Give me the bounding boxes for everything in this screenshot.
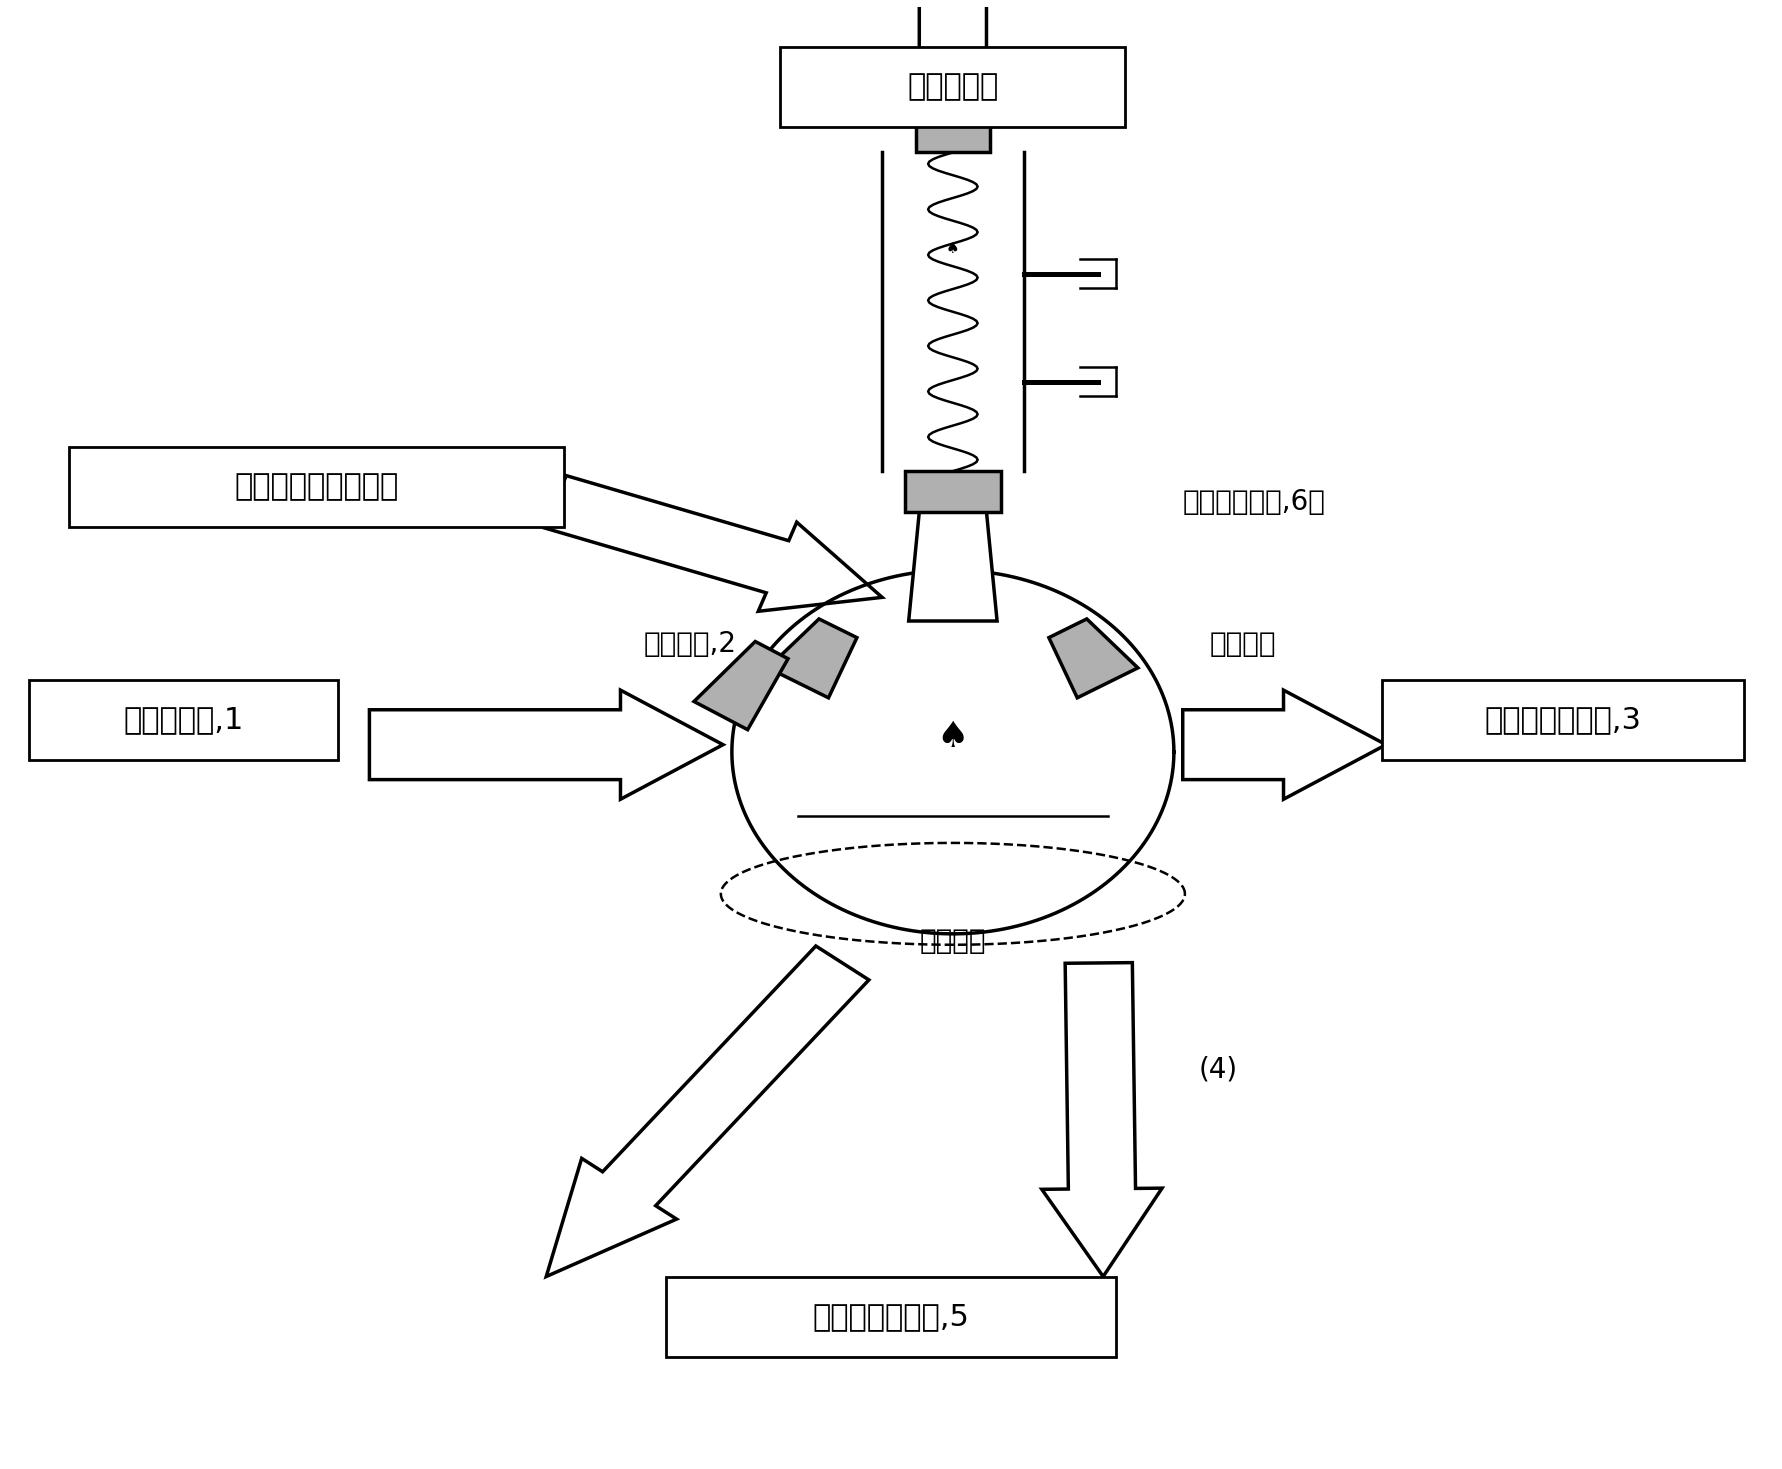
FancyBboxPatch shape	[916, 116, 991, 153]
Text: 计算机数据处理,5: 计算机数据处理,5	[813, 1302, 969, 1331]
Polygon shape	[1042, 962, 1162, 1277]
Text: 温度和压力测试接口: 温度和压力测试接口	[233, 473, 399, 501]
FancyBboxPatch shape	[905, 472, 1001, 511]
FancyBboxPatch shape	[69, 447, 563, 527]
Polygon shape	[544, 476, 882, 611]
Polygon shape	[909, 511, 998, 621]
Polygon shape	[1050, 618, 1139, 698]
Polygon shape	[369, 690, 723, 799]
FancyBboxPatch shape	[29, 680, 339, 759]
Text: 信号输入,2: 信号输入,2	[643, 630, 736, 658]
Polygon shape	[1183, 690, 1386, 799]
Text: 测量、采集电路,3: 测量、采集电路,3	[1484, 705, 1641, 734]
Text: 信号输出: 信号输出	[1210, 630, 1276, 658]
Polygon shape	[768, 618, 857, 698]
FancyBboxPatch shape	[1381, 680, 1745, 759]
Text: (4): (4)	[1199, 1055, 1238, 1083]
Polygon shape	[693, 642, 788, 730]
Text: ♠: ♠	[946, 241, 960, 256]
Text: ♠: ♠	[937, 720, 969, 755]
Text: 恒压保护气: 恒压保护气	[907, 72, 998, 101]
Polygon shape	[893, 0, 1012, 116]
FancyBboxPatch shape	[665, 1277, 1117, 1356]
Text: （化学反应器,6）: （化学反应器,6）	[1183, 488, 1326, 516]
Text: 信号发生器,1: 信号发生器,1	[123, 705, 244, 734]
Polygon shape	[547, 946, 870, 1277]
Text: 恒温装置: 恒温装置	[920, 927, 985, 955]
FancyBboxPatch shape	[781, 47, 1124, 126]
